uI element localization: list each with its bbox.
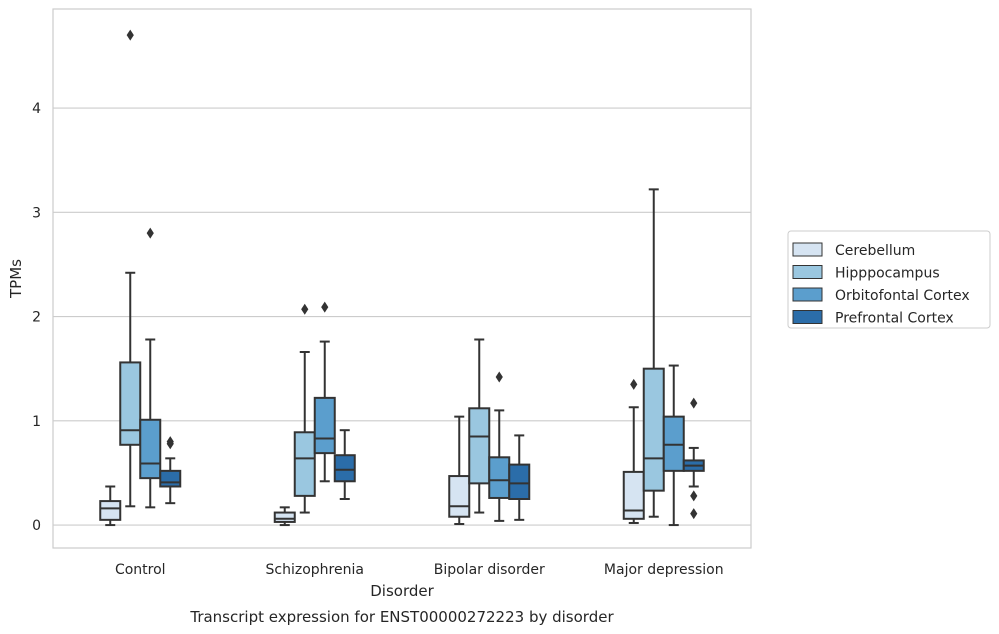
plot-area-frame: [52, 8, 752, 549]
box-prefrontal-cortex: [333, 429, 356, 500]
box-body: [333, 454, 356, 483]
y-axis-label: TPMs: [7, 259, 25, 299]
legend-label: Hipppocampus: [835, 266, 940, 282]
box-orbitofontal-cortex: [488, 371, 511, 522]
outlier-point: [301, 303, 309, 315]
x-tick-label: Schizophrenia: [266, 562, 364, 578]
box-prefrontal-cortex: [508, 434, 531, 521]
x-axis-ticks: Control Schizophrenia Bipolar disorder Majo…: [115, 562, 724, 578]
y-tick-label: 1: [32, 414, 41, 430]
box-body: [662, 415, 685, 472]
legend-label: Prefrontal Cortex: [835, 311, 954, 327]
box-orbitofontal-cortex: [139, 227, 162, 509]
outlier-point: [146, 227, 154, 239]
y-tick-label: 4: [32, 101, 41, 117]
box-body: [273, 511, 296, 523]
x-tick-label: Major depression: [604, 562, 724, 578]
y-tick-label: 3: [32, 205, 41, 221]
legend-swatch: [792, 242, 823, 257]
outlier-point: [690, 397, 698, 409]
box-body: [468, 407, 491, 485]
outlier-point: [690, 490, 698, 502]
box-orbitofontal-cortex: [662, 364, 685, 527]
x-tick-label: Control: [115, 562, 166, 578]
x-tick-label: Bipolar disorder: [434, 562, 545, 578]
box-body: [159, 469, 182, 488]
box-body: [293, 431, 316, 497]
box-body: [99, 500, 122, 521]
box-cerebellum: [448, 415, 471, 526]
box-cerebellum: [99, 485, 122, 527]
legend-frame: [787, 230, 991, 329]
box-body: [622, 470, 645, 520]
box-hipppocampus: [293, 303, 316, 514]
outlier-point: [630, 378, 638, 390]
box-hipppocampus: [642, 188, 665, 518]
y-tick-label: 0: [32, 518, 41, 534]
box-cerebellum: [622, 378, 645, 524]
outlier-point: [166, 438, 174, 450]
box-cerebellum: [273, 506, 296, 527]
box-hipppocampus: [468, 338, 491, 514]
box-body: [448, 475, 471, 518]
y-axis-ticks: 0 1 2 3 4: [32, 101, 41, 534]
box-body: [508, 463, 531, 500]
chart-caption: Transcript expression for ENST0000027222…: [189, 608, 614, 626]
box-body: [642, 367, 665, 492]
legend-swatch: [792, 265, 823, 279]
y-tick-label: 2: [32, 310, 41, 326]
box-body: [488, 456, 511, 499]
x-axis-label: Disorder: [370, 582, 434, 600]
outlier-point: [321, 301, 329, 313]
outlier-point: [690, 508, 698, 520]
box-hipppocampus: [119, 29, 142, 508]
box-body: [139, 418, 162, 480]
box-orbitofontal-cortex: [313, 301, 336, 483]
legend-swatch: [792, 287, 823, 302]
box-body: [119, 361, 142, 446]
legend: Cerebellum Hipppocampus Orbitofontal Corte…: [787, 230, 991, 329]
box-prefrontal-cortex: [159, 436, 182, 505]
box-prefrontal-cortex: [682, 397, 705, 520]
legend-label: Orbitofontal Cortex: [835, 288, 970, 304]
box-series: [99, 29, 705, 527]
legend-swatch: [792, 310, 823, 324]
legend-label: Cerebellum: [835, 243, 915, 259]
outlier-point: [495, 371, 503, 383]
box-body: [313, 396, 336, 455]
outlier-point: [126, 29, 134, 41]
